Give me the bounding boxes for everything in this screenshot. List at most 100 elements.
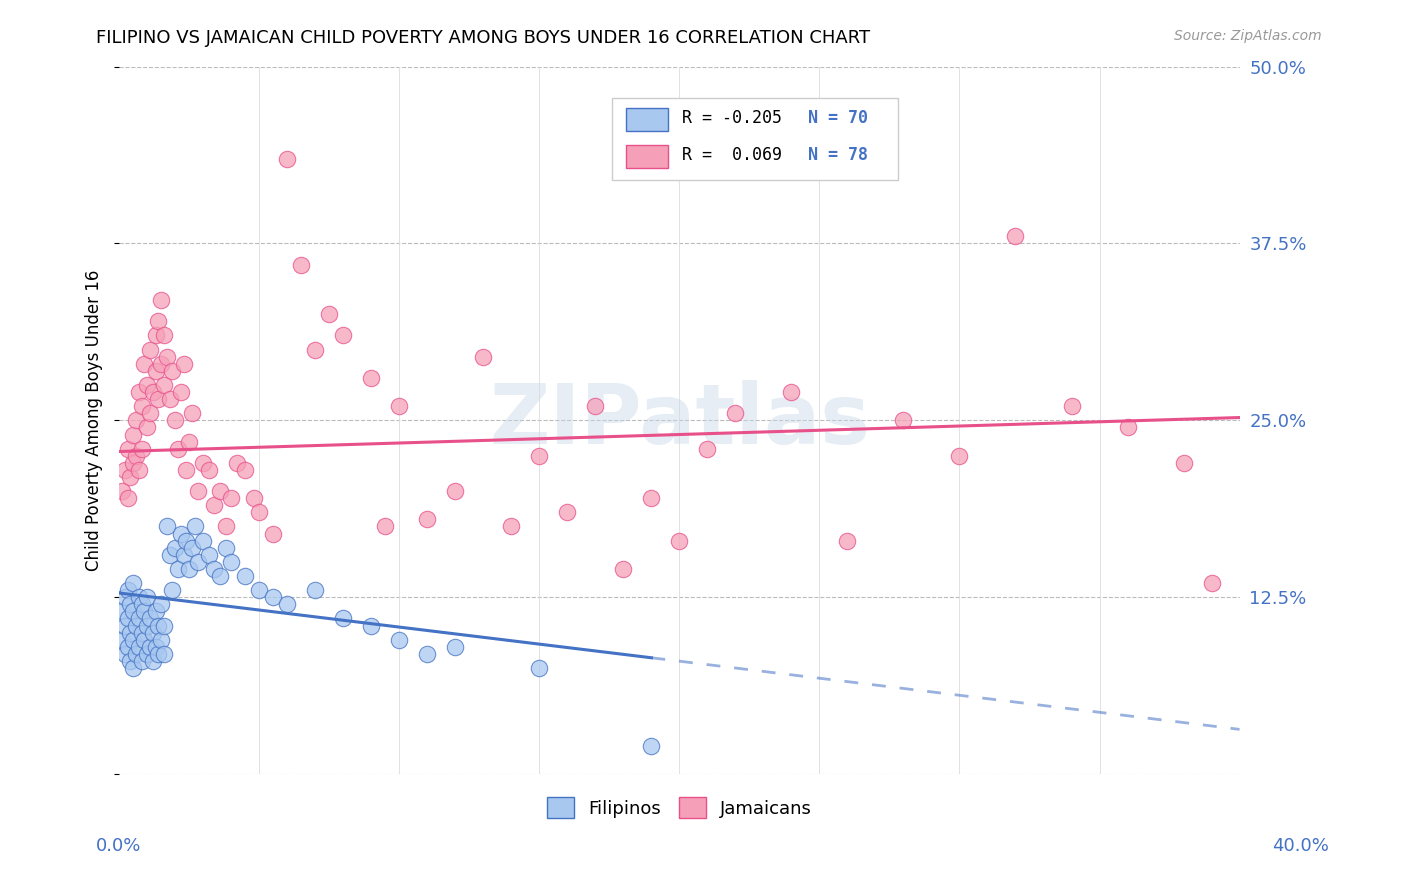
Point xyxy=(233,569,256,583)
Point xyxy=(668,533,690,548)
Point xyxy=(640,491,662,506)
Point xyxy=(139,343,162,357)
Point xyxy=(148,392,170,406)
Y-axis label: Child Poverty Among Boys Under 16: Child Poverty Among Boys Under 16 xyxy=(86,269,103,571)
Point xyxy=(134,604,156,618)
Point xyxy=(153,328,176,343)
Point xyxy=(304,583,326,598)
Point xyxy=(120,470,142,484)
Point xyxy=(117,442,139,456)
Point xyxy=(557,505,579,519)
Text: FILIPINO VS JAMAICAN CHILD POVERTY AMONG BOYS UNDER 16 CORRELATION CHART: FILIPINO VS JAMAICAN CHILD POVERTY AMONG… xyxy=(96,29,870,46)
Point xyxy=(187,555,209,569)
Point xyxy=(136,378,159,392)
Point xyxy=(125,449,148,463)
Point xyxy=(134,632,156,647)
Point xyxy=(416,647,439,661)
Point xyxy=(128,640,150,654)
Point xyxy=(472,350,495,364)
Point xyxy=(290,258,312,272)
Point xyxy=(179,562,201,576)
Point xyxy=(120,625,142,640)
Point xyxy=(114,591,136,605)
Point xyxy=(179,434,201,449)
Point xyxy=(724,406,747,420)
Point xyxy=(150,632,173,647)
Point xyxy=(444,640,467,654)
Point xyxy=(128,463,150,477)
Point xyxy=(276,597,298,611)
Point xyxy=(529,661,551,675)
Point xyxy=(111,632,134,647)
Point xyxy=(233,463,256,477)
Point xyxy=(131,654,153,668)
Point xyxy=(150,357,173,371)
Point xyxy=(142,385,165,400)
Point xyxy=(131,597,153,611)
Point xyxy=(114,463,136,477)
Point xyxy=(131,625,153,640)
Point xyxy=(170,526,193,541)
Point xyxy=(948,449,970,463)
FancyBboxPatch shape xyxy=(612,98,898,180)
Point xyxy=(111,484,134,499)
Text: N = 70: N = 70 xyxy=(808,109,869,128)
Point xyxy=(1173,456,1195,470)
Point xyxy=(388,632,411,647)
Point xyxy=(139,611,162,625)
Point xyxy=(416,512,439,526)
Point xyxy=(181,406,204,420)
Point xyxy=(583,399,606,413)
Legend: Filipinos, Jamaicans: Filipinos, Jamaicans xyxy=(540,790,820,825)
Text: R = -0.205: R = -0.205 xyxy=(682,109,782,128)
Point xyxy=(193,456,215,470)
Point xyxy=(612,562,634,576)
Point xyxy=(145,640,167,654)
Point xyxy=(122,576,145,591)
Point xyxy=(170,385,193,400)
Point xyxy=(221,491,243,506)
Point xyxy=(145,604,167,618)
Point xyxy=(198,463,221,477)
Point xyxy=(332,328,354,343)
Point xyxy=(204,498,226,512)
Point xyxy=(139,406,162,420)
Point xyxy=(134,357,156,371)
Point xyxy=(780,385,803,400)
Point xyxy=(128,591,150,605)
Point xyxy=(117,640,139,654)
Point xyxy=(242,491,264,506)
Point xyxy=(696,442,718,456)
Point xyxy=(114,647,136,661)
Point xyxy=(209,569,232,583)
Point xyxy=(184,519,207,533)
Point xyxy=(1060,399,1083,413)
Point xyxy=(215,519,238,533)
Point xyxy=(374,519,396,533)
Point xyxy=(165,541,187,555)
Point xyxy=(114,618,136,632)
Point xyxy=(318,307,340,321)
Point xyxy=(304,343,326,357)
Point xyxy=(225,456,247,470)
Point xyxy=(640,739,662,753)
Point xyxy=(176,533,198,548)
Point xyxy=(1201,576,1223,591)
Point xyxy=(215,541,238,555)
FancyBboxPatch shape xyxy=(626,145,668,168)
Point xyxy=(145,364,167,378)
Point xyxy=(136,591,159,605)
Point xyxy=(1116,420,1139,434)
Point xyxy=(120,597,142,611)
Point xyxy=(193,533,215,548)
Point xyxy=(167,442,190,456)
Point xyxy=(153,378,176,392)
Point xyxy=(332,611,354,625)
Point xyxy=(837,533,859,548)
Point xyxy=(153,618,176,632)
Point xyxy=(145,328,167,343)
Point xyxy=(501,519,523,533)
Point xyxy=(173,548,195,562)
Point xyxy=(167,562,190,576)
Text: R =  0.069: R = 0.069 xyxy=(682,146,782,164)
